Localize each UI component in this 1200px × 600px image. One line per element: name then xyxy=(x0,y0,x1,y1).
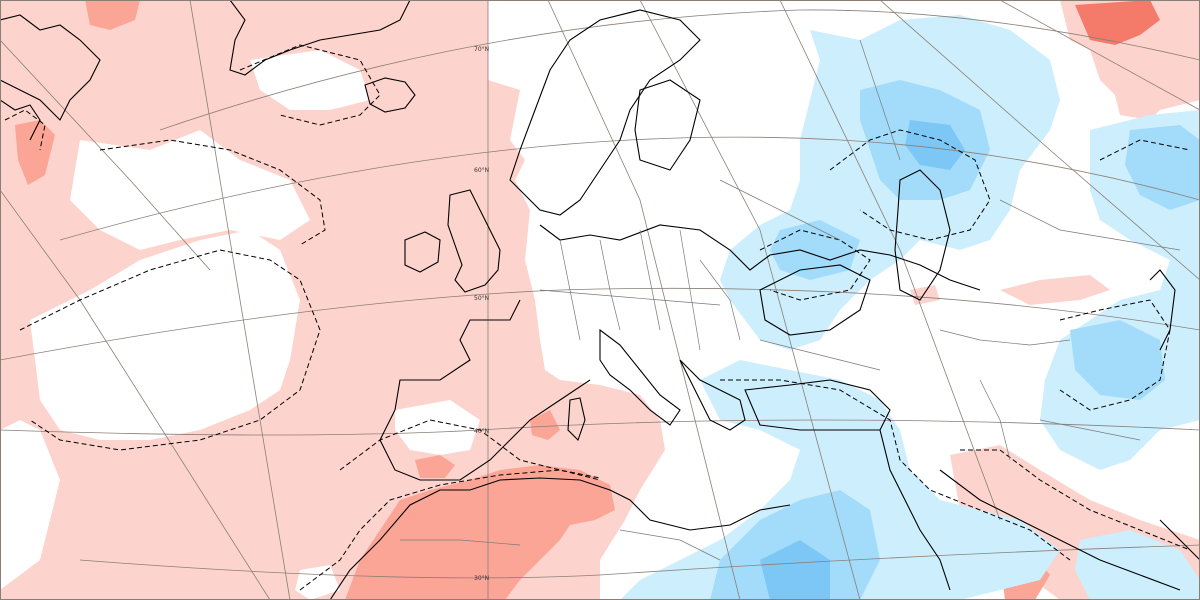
contour-greenland-sea xyxy=(239,44,381,126)
warm-anomaly-labrador xyxy=(15,120,55,185)
warm-anomaly-greenland-tip xyxy=(85,0,140,30)
coast-france-iberia xyxy=(379,299,591,481)
warm-anomaly-west-edge xyxy=(0,300,40,430)
coast-finland xyxy=(634,79,701,171)
graticule-lat-50 xyxy=(0,287,1200,361)
coast-turkey xyxy=(744,379,891,431)
neutral-patch-iberia xyxy=(395,400,480,455)
graticule-meridian-7 xyxy=(779,0,1001,521)
contour-black-sea xyxy=(759,229,871,301)
coast-caspian xyxy=(894,169,951,301)
graticule-lat-30 xyxy=(79,544,1200,579)
graticule-meridian-8 xyxy=(879,0,1200,281)
graticule-meridian-3 xyxy=(0,39,211,271)
border-15 xyxy=(999,199,1181,251)
coast-canada-arctic xyxy=(0,14,101,121)
graticule-meridian-1 xyxy=(189,0,291,600)
coast-europe-main xyxy=(539,224,981,291)
latitude-labels: 70°N 60°N 50°N 40°N 30°N xyxy=(474,46,489,582)
warm-anomaly-caspian-strip xyxy=(910,285,940,305)
lat-label-60: 60°N xyxy=(474,167,489,174)
lat-label-30: 30°N xyxy=(474,575,489,582)
warm-anomaly-sardinia-spot xyxy=(530,410,560,440)
contour-russia xyxy=(829,129,991,241)
warm-anomaly-far-northeast-ring xyxy=(1110,70,1170,120)
contour-persian xyxy=(960,449,1191,551)
coast-persian-gulf xyxy=(939,469,1181,591)
coast-iceland xyxy=(364,77,416,113)
neutral-patch-central-atlantic xyxy=(30,230,300,440)
graticule-lat-70 xyxy=(159,9,1200,131)
coast-africa-north xyxy=(329,477,791,600)
coast-labrador xyxy=(0,99,41,141)
coast-italy xyxy=(599,328,681,426)
lat-label-70: 70°N xyxy=(474,46,489,53)
border-8 xyxy=(759,339,881,371)
coast-great-britain xyxy=(447,189,501,293)
lat-label-40: 40°N xyxy=(474,428,489,435)
contour-atlantic-outer xyxy=(19,249,321,451)
country-borders xyxy=(400,39,1181,561)
coast-sardinia xyxy=(567,397,586,442)
warm-anomaly-central-asia xyxy=(1000,275,1110,305)
coast-greenland xyxy=(229,0,411,76)
contour-labrador xyxy=(4,109,46,151)
contour-north-africa xyxy=(299,469,601,591)
lat-label-50: 50°N xyxy=(474,295,489,302)
coast-black-sea xyxy=(759,264,871,336)
graticule-lat-60 xyxy=(59,136,1200,241)
border-4 xyxy=(679,229,701,351)
contour-atlantic-north xyxy=(99,139,326,246)
cool-anomaly-russia-inner xyxy=(905,120,965,170)
coast-arabia-east xyxy=(1159,519,1200,561)
coast-ireland xyxy=(404,231,441,273)
cool-anomaly-central-asia-core xyxy=(1070,320,1165,400)
cool-anomaly-arabia xyxy=(1075,530,1200,600)
warm-anomaly-north-africa xyxy=(345,465,615,600)
border-7 xyxy=(699,259,741,341)
border-14 xyxy=(859,39,901,161)
coast-scandinavia xyxy=(509,9,701,216)
warm-anomaly-iberia-spot xyxy=(415,455,455,478)
coast-red-sea xyxy=(879,429,951,591)
border-6 xyxy=(719,179,841,241)
neutral-patch-greenland-sea xyxy=(250,50,370,110)
warm-anomaly-far-northeast-core xyxy=(1075,0,1160,45)
graticule-meridian-5 xyxy=(547,0,741,600)
border-12 xyxy=(400,539,521,546)
graticule-lat-40 xyxy=(0,419,1200,436)
coast-ob-gulf xyxy=(1149,269,1176,351)
border-11 xyxy=(1039,419,1141,441)
cool-anomaly-egypt-core xyxy=(760,540,830,600)
coast-balkans-greece xyxy=(679,359,746,431)
border-13 xyxy=(619,529,721,561)
cool-anomaly-mediterranean xyxy=(620,360,1060,600)
cool-anomaly-asia-east-core xyxy=(1125,125,1200,210)
border-10 xyxy=(979,379,1011,461)
border-9 xyxy=(939,329,1071,346)
border-5 xyxy=(539,289,721,306)
neutral-patch-north-atlantic xyxy=(70,130,310,250)
graticule-meridian-9 xyxy=(999,0,1200,111)
border-1 xyxy=(559,239,581,341)
neutral-patches xyxy=(30,50,480,600)
contour-asia-north xyxy=(1099,139,1191,161)
border-2 xyxy=(599,239,621,331)
contour-asia xyxy=(1059,299,1171,411)
border-3 xyxy=(639,229,661,331)
graticule-meridian-6 xyxy=(639,0,861,600)
